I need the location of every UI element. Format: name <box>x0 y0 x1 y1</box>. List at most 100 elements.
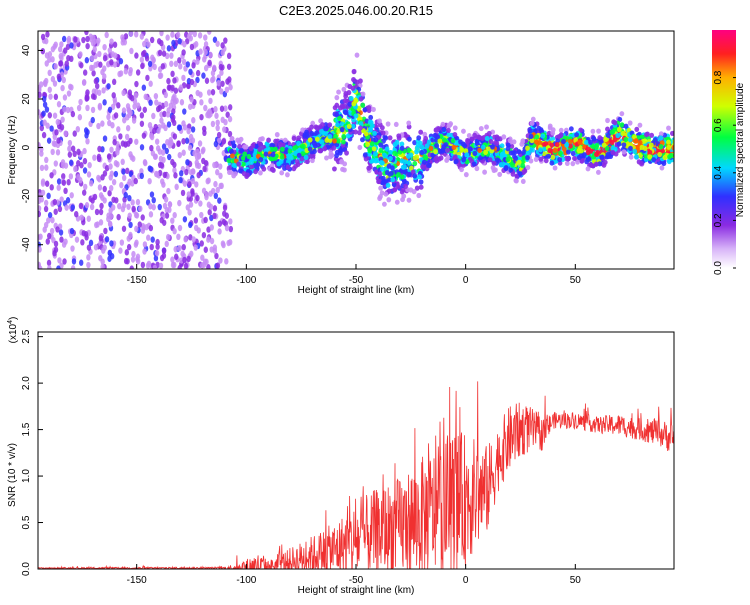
spectrogram-cell <box>296 140 301 146</box>
spectrogram-cell <box>123 191 128 199</box>
spectrogram-cell <box>274 132 280 138</box>
spectrogram-cell <box>94 88 99 96</box>
spectrogram-cell <box>204 193 209 201</box>
spectrogram-cell <box>529 137 535 144</box>
spectrogram-cell <box>119 239 125 246</box>
spectrogram-cell <box>126 235 131 242</box>
spectrogram-cell <box>586 156 592 162</box>
spectrogram-cell <box>212 212 217 220</box>
spectrogram-cell <box>121 107 127 114</box>
spectrogram-cell <box>534 139 539 145</box>
snr-y-tick-label-0: 0.0 <box>21 562 32 576</box>
spectrogram-cell <box>450 138 456 144</box>
spectrogram-cell <box>102 99 107 106</box>
spectrogram-cell <box>637 139 643 146</box>
spectrogram-cell <box>461 128 466 134</box>
spectrogram-cell <box>293 150 298 157</box>
spectrogram-cell <box>494 157 500 163</box>
spectrogram-cell <box>383 191 389 197</box>
spectrogram-cell <box>89 203 95 211</box>
spectrogram-cell <box>67 139 73 147</box>
spectrogram-cell <box>324 137 330 143</box>
spectrogram-cell <box>177 38 182 45</box>
spectrogram-panel: -150 -100 -50 0 50 -40 -20 0 20 40 Height of str… <box>7 30 675 296</box>
spectrogram-cell <box>227 130 233 138</box>
spectrogram-cell <box>203 34 208 41</box>
spectrogram-cell <box>85 42 90 50</box>
spectrogram-cell <box>148 80 153 87</box>
spectrogram-cell <box>104 164 110 172</box>
spectrogram-cell <box>334 112 340 118</box>
spectrogram-cell <box>90 93 96 100</box>
spectrogram-cell <box>188 133 194 141</box>
spectrogram-cell <box>370 123 375 129</box>
spectrogram-cell <box>41 110 46 117</box>
spectrogram-cell <box>412 173 418 179</box>
spectrogram-cell <box>106 83 111 90</box>
spectrogram-cell <box>649 132 655 138</box>
spectrogram-cell <box>213 192 219 200</box>
spectrogram-cell <box>406 120 412 126</box>
spectrogram-cell <box>44 106 50 113</box>
spectrogram-cell <box>198 200 203 207</box>
spectrogram-cell <box>74 236 80 243</box>
spectrogram-cell <box>341 86 347 92</box>
snr-x-tick-label-4: 50 <box>570 575 582 586</box>
spectrogram-cell <box>154 138 160 145</box>
spectrogram-cell <box>157 49 163 57</box>
spectrogram-cell <box>194 159 200 166</box>
spectrogram-cell <box>185 61 191 68</box>
spectrogram-cell <box>181 149 186 156</box>
spectrogram-cell <box>332 166 337 172</box>
spectrogram-cell <box>344 150 349 156</box>
spectrogram-cell <box>100 120 105 127</box>
spectrogram-cell <box>228 84 233 91</box>
spectrogram-cell <box>202 165 207 173</box>
spectrogram-cell <box>389 165 395 171</box>
spectrogram-cell <box>108 174 113 181</box>
spectrogram-cell <box>176 140 181 147</box>
snr-exponent-power: 4 <box>7 320 14 324</box>
spectrogram-cell <box>570 150 576 157</box>
spectrogram-cell <box>182 108 187 115</box>
spectrogram-y-tick-label-3: 20 <box>21 93 32 105</box>
spectrogram-cell <box>285 172 290 178</box>
spectrogram-cell <box>459 147 465 153</box>
spectrogram-cell <box>149 132 154 139</box>
spectrogram-cell <box>135 69 141 76</box>
spectrogram-x-tick-label-3: 0 <box>463 275 469 286</box>
spectrogram-cell <box>184 137 190 144</box>
spectrogram-cell <box>131 205 136 213</box>
spectrogram-cell <box>46 217 51 224</box>
spectrogram-cell <box>291 135 297 142</box>
spectrogram-cell <box>220 240 226 247</box>
spectrogram-cell <box>42 95 47 103</box>
spectrogram-cell <box>39 81 44 88</box>
spectrogram-cell <box>459 166 464 173</box>
spectrogram-cell <box>116 126 121 133</box>
spectrogram-cell <box>523 138 529 145</box>
spectrogram-cell <box>396 133 402 139</box>
spectrogram-cell <box>547 147 553 154</box>
spectrogram-cell <box>42 101 48 108</box>
spectrogram-cell <box>222 210 227 217</box>
spectrogram-cell <box>595 169 601 175</box>
spectrogram-cell <box>141 132 147 139</box>
spectrogram-cell <box>191 117 196 124</box>
spectrogram-cell <box>296 135 302 141</box>
spectrogram-cell <box>90 116 95 124</box>
spectrogram-cell <box>93 77 99 85</box>
spectrogram-cell <box>209 237 215 245</box>
spectrogram-cell <box>38 210 42 218</box>
spectrogram-cell <box>176 124 182 131</box>
spectrogram-cell <box>297 147 303 153</box>
spectrogram-cell <box>621 142 627 148</box>
spectrogram-cell <box>65 197 71 204</box>
spectrogram-cell <box>164 147 169 155</box>
spectrogram-cell <box>221 218 227 226</box>
spectrogram-cell <box>243 144 249 150</box>
spectrogram-cell <box>371 146 377 152</box>
spectrogram-cell <box>467 146 473 152</box>
spectrogram-cell <box>44 37 49 45</box>
spectrogram-cell <box>182 41 187 48</box>
